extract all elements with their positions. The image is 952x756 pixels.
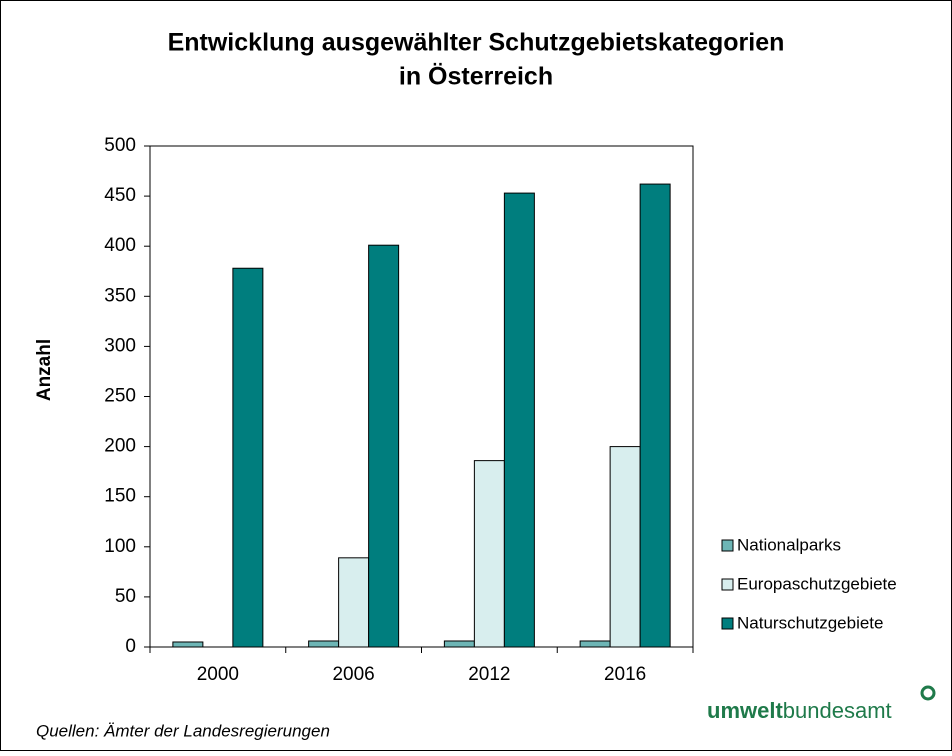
bar	[443, 640, 475, 648]
bar	[473, 460, 505, 648]
source: Quellen: Ämter der Landesregierungen	[36, 721, 330, 740]
y-tick-label: 250	[104, 386, 136, 407]
bar	[609, 446, 641, 648]
bar	[368, 244, 400, 648]
legend-label: Nationalparks	[737, 535, 841, 554]
y-tick-label: 150	[104, 486, 136, 507]
bar	[579, 640, 611, 648]
chart-title: in Österreich	[399, 62, 553, 91]
logo: umweltbundesamt	[707, 698, 892, 723]
logo-icon	[920, 685, 936, 701]
chart-title: Entwicklung ausgewählter Schutzgebietska…	[168, 29, 785, 57]
bar	[338, 557, 370, 648]
logo-bold: umwelt	[707, 698, 783, 723]
y-tick-label: 50	[115, 586, 136, 607]
x-tick-label: 2016	[604, 664, 646, 685]
y-tick-label: 500	[104, 135, 136, 156]
legend-swatch	[721, 539, 734, 552]
legend-swatch	[721, 578, 734, 591]
y-axis-label: Anzahl	[34, 339, 55, 401]
x-tick-label: 2012	[468, 664, 510, 685]
bar	[503, 192, 535, 648]
y-tick-label: 350	[104, 285, 136, 306]
bar	[639, 183, 671, 648]
bar	[232, 267, 264, 648]
y-tick-label: 0	[125, 636, 136, 657]
y-tick-label: 400	[104, 235, 136, 256]
y-tick-label: 100	[104, 536, 136, 557]
x-tick-label: 2006	[332, 664, 374, 685]
plot-area	[149, 145, 694, 648]
y-tick-label: 200	[104, 436, 136, 457]
legend-label: Europaschutzgebiete	[737, 574, 897, 593]
legend-label: Naturschutzgebiete	[737, 613, 883, 632]
bar	[172, 641, 204, 648]
bar	[308, 640, 340, 648]
logo-regular: bundesamt	[783, 698, 892, 723]
legend-swatch	[721, 617, 734, 630]
x-tick-label: 2000	[197, 664, 239, 685]
y-tick-label: 450	[104, 185, 136, 206]
y-tick-label: 300	[104, 335, 136, 356]
